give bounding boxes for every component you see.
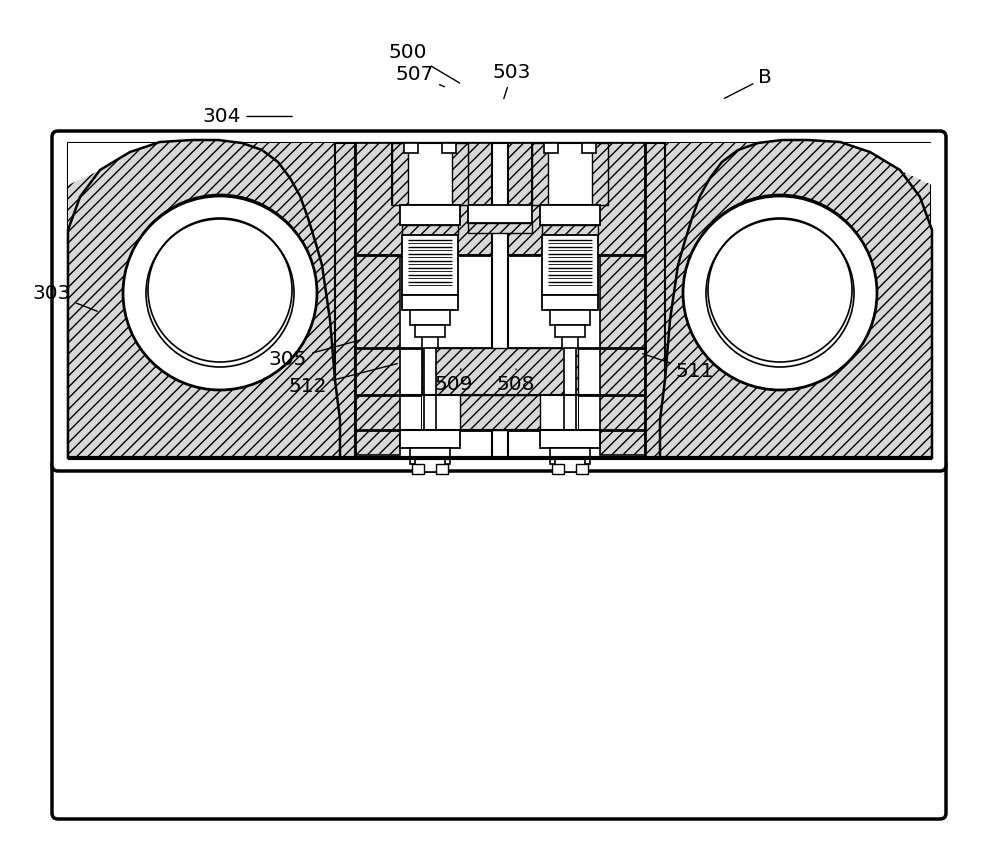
Bar bbox=[562, 143, 578, 458]
Text: 304: 304 bbox=[203, 107, 292, 126]
Text: 500: 500 bbox=[389, 43, 460, 83]
Bar bbox=[576, 464, 588, 474]
Text: 503: 503 bbox=[493, 63, 531, 99]
Bar bbox=[355, 255, 400, 455]
Bar bbox=[555, 325, 585, 337]
Bar bbox=[555, 458, 585, 472]
Bar bbox=[468, 205, 532, 223]
Bar bbox=[542, 235, 598, 295]
Circle shape bbox=[685, 195, 875, 385]
Text: 508: 508 bbox=[497, 369, 535, 394]
FancyBboxPatch shape bbox=[52, 131, 946, 471]
Polygon shape bbox=[825, 398, 932, 443]
Bar bbox=[392, 143, 468, 205]
Circle shape bbox=[123, 196, 317, 390]
Bar bbox=[402, 235, 458, 295]
Bar bbox=[392, 143, 408, 205]
Bar bbox=[564, 348, 576, 430]
Bar bbox=[410, 310, 450, 325]
Bar bbox=[355, 143, 645, 458]
Bar bbox=[544, 143, 558, 153]
Text: 511: 511 bbox=[643, 354, 714, 381]
Bar bbox=[415, 325, 445, 337]
Bar bbox=[415, 458, 445, 472]
Circle shape bbox=[683, 196, 877, 390]
Text: 303: 303 bbox=[33, 284, 97, 311]
Bar bbox=[492, 143, 508, 458]
Polygon shape bbox=[840, 143, 932, 185]
Bar bbox=[402, 225, 458, 235]
Circle shape bbox=[125, 195, 315, 385]
Bar bbox=[335, 143, 665, 458]
Bar bbox=[552, 464, 564, 474]
Bar bbox=[402, 295, 458, 310]
Bar bbox=[540, 205, 600, 225]
Bar bbox=[436, 464, 448, 474]
Text: B: B bbox=[724, 68, 772, 99]
Bar bbox=[532, 143, 608, 205]
Bar bbox=[442, 143, 456, 153]
Polygon shape bbox=[68, 398, 175, 443]
Bar bbox=[412, 464, 424, 474]
Bar bbox=[422, 395, 578, 430]
Bar bbox=[68, 143, 930, 458]
Polygon shape bbox=[68, 140, 340, 458]
Bar bbox=[452, 143, 468, 205]
Bar bbox=[532, 143, 548, 205]
Bar bbox=[422, 143, 438, 458]
Text: 305: 305 bbox=[269, 340, 360, 369]
Text: 512: 512 bbox=[289, 364, 397, 396]
FancyBboxPatch shape bbox=[52, 459, 946, 819]
Polygon shape bbox=[68, 143, 160, 185]
Bar bbox=[540, 430, 600, 448]
Bar bbox=[400, 430, 460, 448]
Bar bbox=[68, 143, 930, 458]
Text: 509: 509 bbox=[435, 369, 473, 394]
Bar bbox=[355, 143, 645, 255]
Bar bbox=[550, 448, 590, 464]
Bar bbox=[582, 143, 596, 153]
Bar bbox=[460, 395, 540, 430]
Bar bbox=[592, 143, 608, 205]
Polygon shape bbox=[660, 140, 932, 458]
Bar bbox=[600, 255, 645, 455]
Bar bbox=[404, 143, 418, 153]
Bar bbox=[410, 448, 450, 464]
Bar bbox=[422, 395, 578, 430]
Bar bbox=[424, 348, 436, 430]
Bar bbox=[468, 223, 532, 233]
Bar bbox=[550, 310, 590, 325]
Bar bbox=[542, 295, 598, 310]
Bar bbox=[400, 205, 460, 225]
Bar bbox=[422, 348, 578, 395]
Text: 507: 507 bbox=[396, 65, 444, 87]
Bar bbox=[542, 225, 598, 235]
